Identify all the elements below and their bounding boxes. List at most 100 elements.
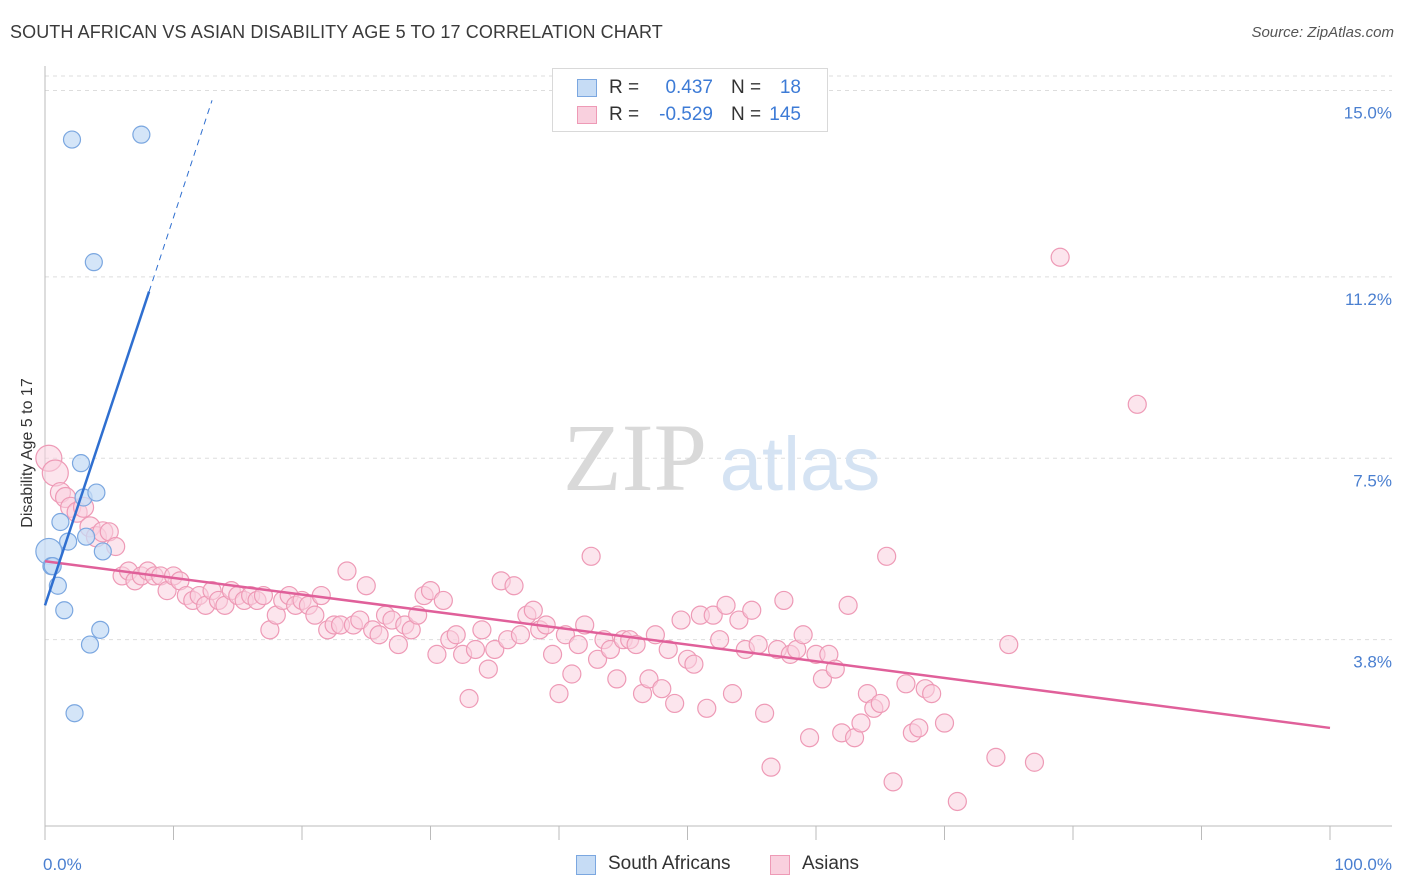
y-tick-label: 11.2% [1345,290,1392,309]
y-tick-label: 7.5% [1353,471,1392,490]
asian-point [1050,247,1070,267]
south-african-trend-line [43,291,151,606]
y-tick-label: 3.8% [1353,653,1392,672]
south-african-point [80,635,100,654]
asian-point [542,644,563,664]
asian-point [626,634,646,655]
watermark: ZIP atlas [563,404,880,511]
legend-row-south-africans: R = 0.437 N = 18 [553,75,827,101]
asian-point [652,679,672,699]
asian-swatch [770,855,790,875]
asian-point [639,669,659,689]
asian-point [472,620,492,640]
watermark-atlas: atlas [720,422,881,507]
south-african-point [71,454,91,473]
asian-point [587,649,608,669]
south-african-point [91,620,110,639]
asian-point [716,595,736,615]
asian-point [427,644,447,664]
asian-point [793,625,813,645]
x-tick-label: 100.0% [1334,855,1392,874]
n-value: 145 [769,104,801,125]
asian-point [369,625,389,645]
grid [45,75,1392,641]
asian-swatch [577,106,597,124]
n-label: N = [731,104,762,125]
south-african-point [51,512,70,532]
series-legend: South Africans Asians [0,852,1406,878]
asian-point [934,713,955,733]
asian-point [433,590,453,611]
chart-title: SOUTH AFRICAN VS ASIAN DISABILITY AGE 5 … [10,22,663,42]
r-label: R = [609,77,640,98]
south-african-trend-extension [148,100,213,292]
asian-point [562,664,582,684]
asian-point [684,654,704,674]
asian-point [459,688,479,709]
asian-point [549,684,569,704]
asian-point [600,639,621,660]
watermark-zip: ZIP [563,404,707,511]
south-african-points [35,125,151,723]
source-label: Source: ZipAtlas.com [1251,24,1394,41]
asian-point [883,772,903,792]
asian-point [754,703,775,723]
y-tick-label: 15.0% [1344,104,1392,123]
south-african-point [55,601,74,620]
asian-point [1127,394,1147,414]
asian-point [710,630,730,650]
asian-point [581,546,601,566]
south-african-point [93,542,112,561]
asian-point [510,625,531,645]
r-value: 0.437 [665,77,713,98]
r-value: -0.529 [659,104,713,125]
asian-point [665,693,685,714]
asian-point [999,634,1019,655]
asian-point [41,459,69,487]
asian-point [722,684,743,704]
asian-point [703,605,723,625]
asian-point [742,600,762,620]
asian-point [420,581,441,601]
asian-point [305,605,325,625]
asian-point [1024,752,1045,772]
x-tick-label: 0.0% [43,855,82,874]
y-axis-label: Disability Age 5 to 17 [19,378,36,528]
asian-points [35,247,1147,812]
stats-legend: R = 0.437 N = 18 R = -0.529 N = 145 [552,68,828,132]
south-african-point [62,130,82,149]
asian-point [658,639,678,660]
trend-lines [43,100,1331,730]
asian-point [748,634,768,655]
asian-point [851,713,871,733]
asian-point [337,561,357,581]
legend-row-asians: R = -0.529 N = 145 [553,102,827,128]
south-african-swatch [577,79,597,97]
n-value: 18 [779,77,801,98]
asian-point [986,747,1006,767]
asian-point [446,625,466,645]
asian-point [350,610,370,630]
asian-point [896,674,916,694]
south-african-point [87,483,106,502]
r-label: R = [609,104,640,125]
asian-point [671,610,691,630]
asian-point [478,659,498,679]
south-african-swatch [576,855,596,875]
asian-point [568,634,588,655]
asian-point [523,600,543,620]
asian-point [465,639,486,660]
asian-point [838,595,858,615]
asian-point [388,634,408,655]
asian-trend-line [44,559,1331,730]
axis-labels: Disability Age 5 to 17 3.8% 7.5% 11.2% 15.0… [19,104,1392,874]
asian-point [729,610,749,630]
asian-point [947,791,967,812]
asian-point [870,693,890,714]
asian-point [877,546,897,566]
asian-point [909,718,929,738]
legend-label: South Africans [608,853,731,874]
axes [44,66,1392,840]
south-african-point [132,125,151,144]
n-label: N = [731,77,762,98]
